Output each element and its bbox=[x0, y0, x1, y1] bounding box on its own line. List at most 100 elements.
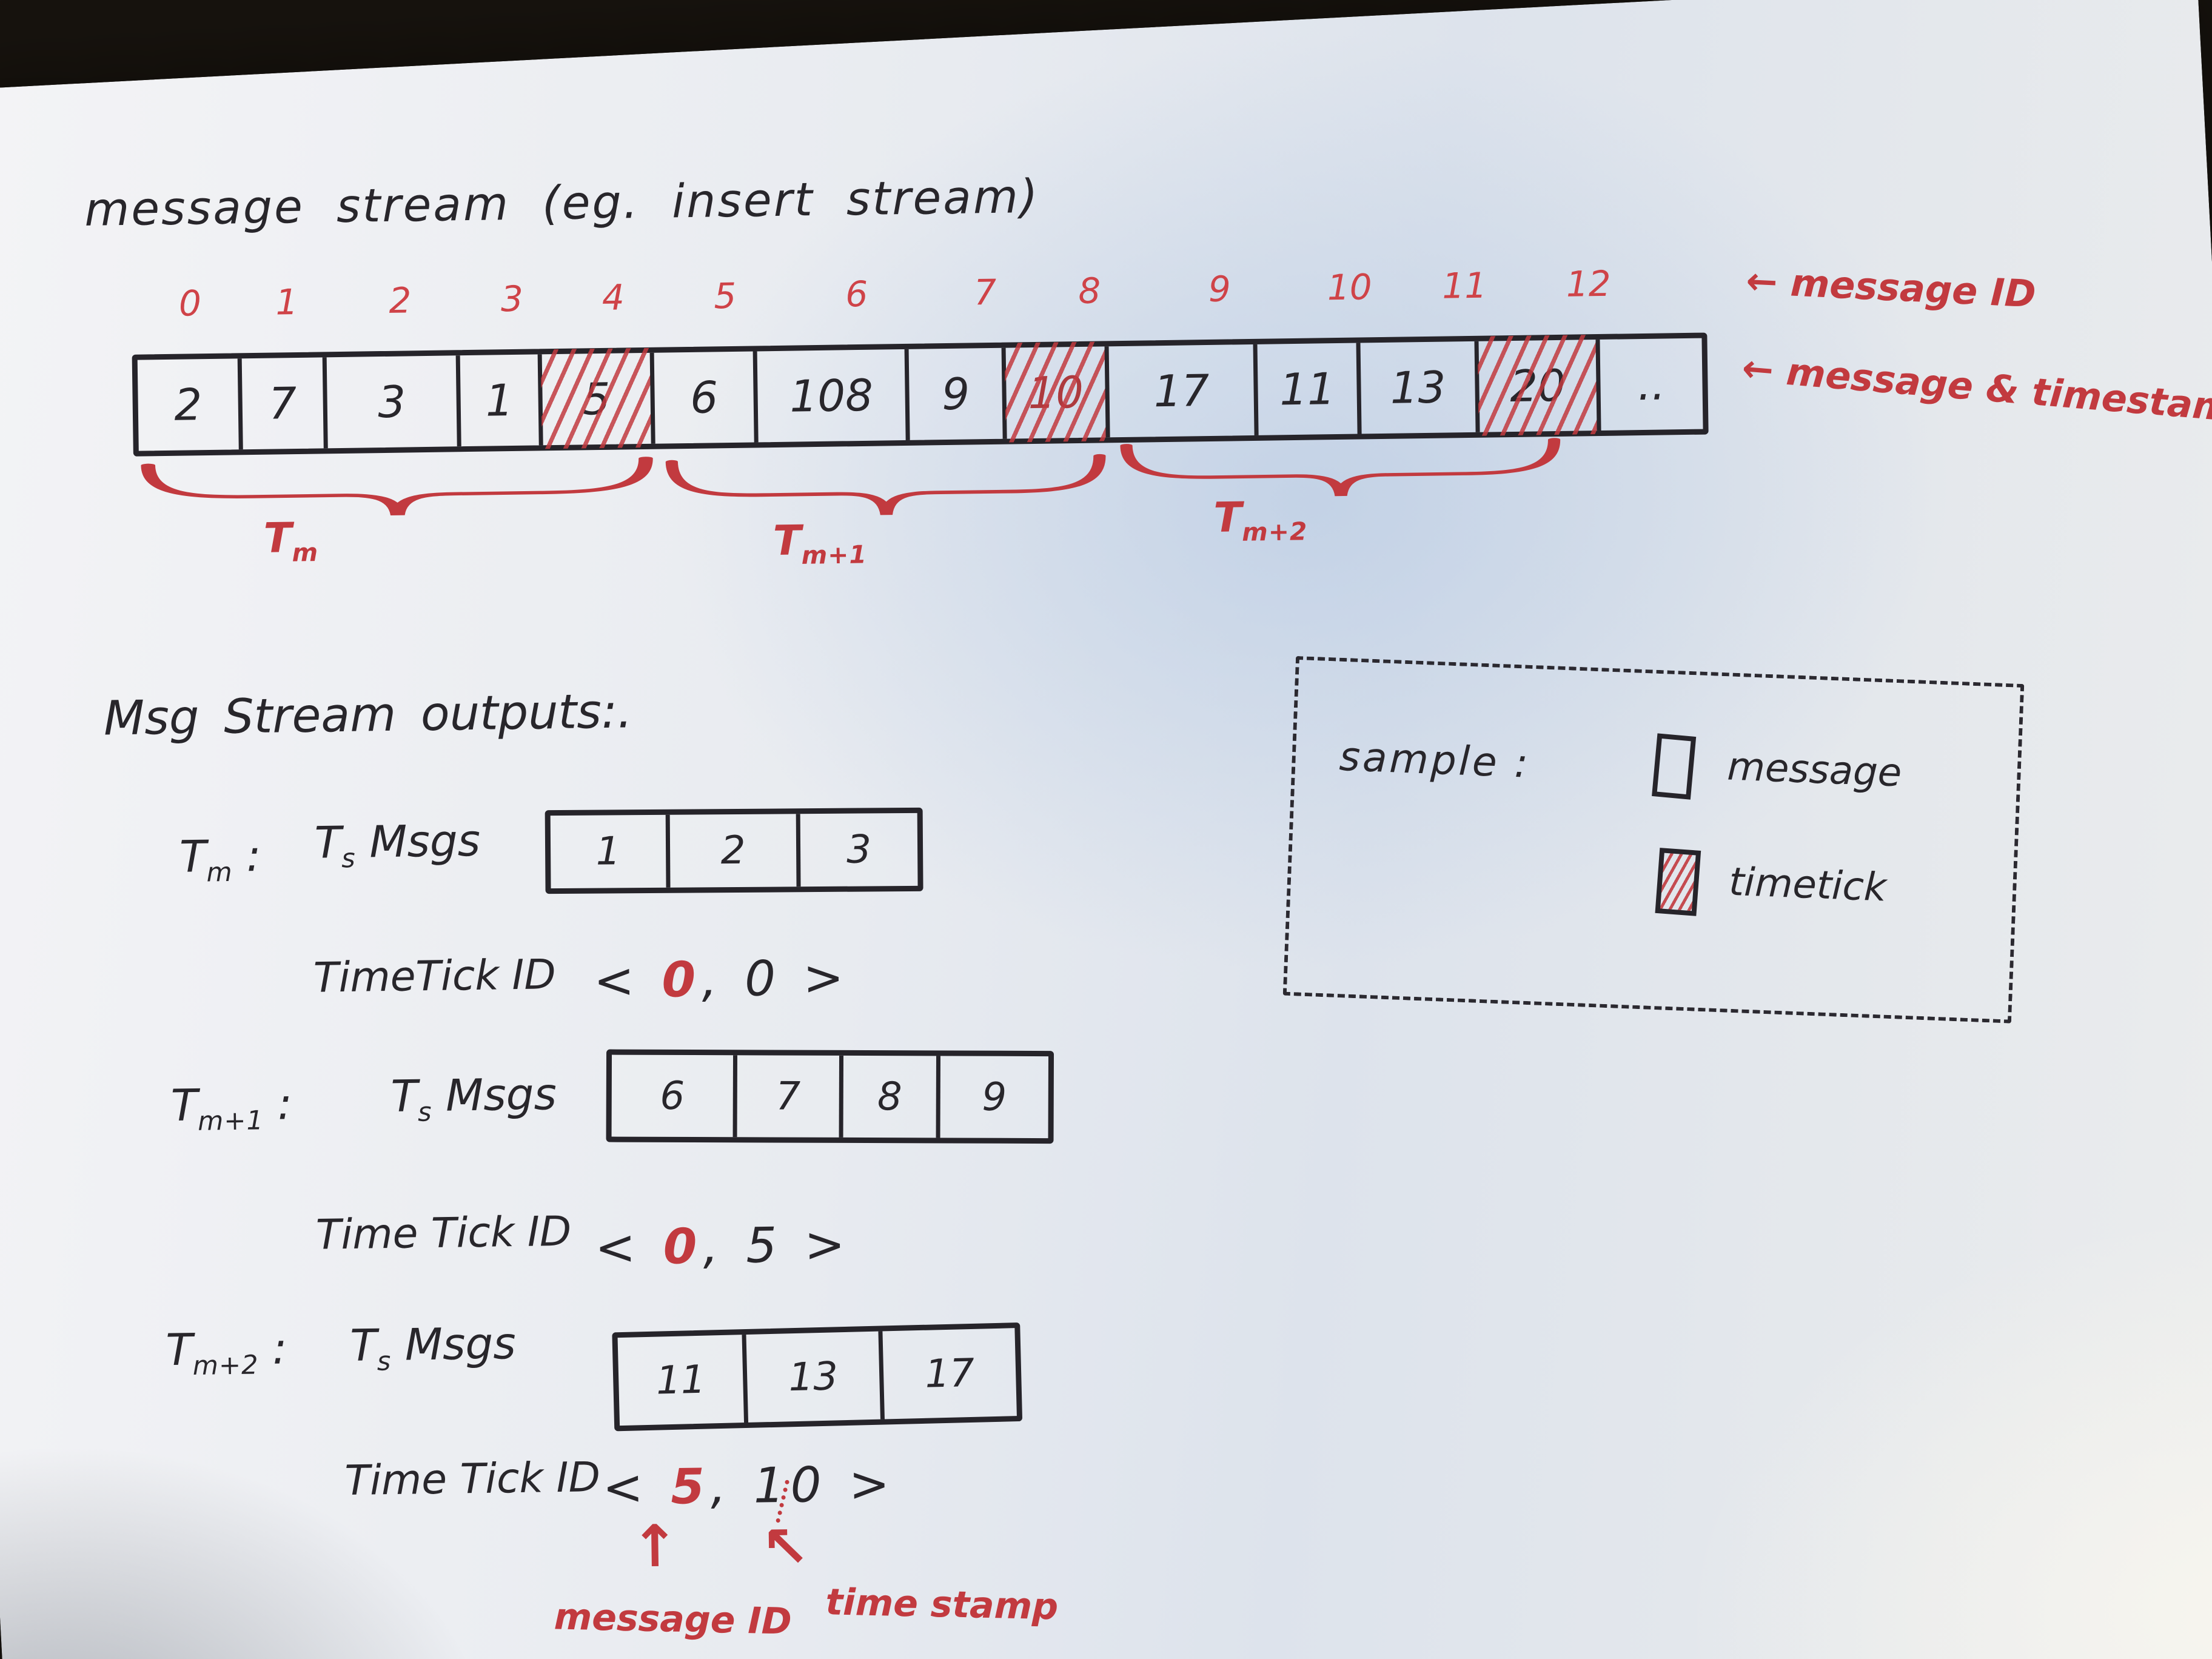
output-cell: 13 bbox=[742, 1331, 880, 1423]
stream-cell: 17 bbox=[1104, 344, 1255, 438]
page-title: message stream (eg. insert stream) bbox=[84, 169, 1041, 236]
stream-cell: 9 bbox=[904, 347, 1003, 440]
tick-first: 0 bbox=[663, 1218, 703, 1275]
tick-second: 5 bbox=[745, 1216, 783, 1274]
output-row-tm2-box: 11 13 17 bbox=[612, 1322, 1023, 1432]
legend-item-message-label: message bbox=[1726, 744, 1903, 796]
msgs-label-base: T bbox=[349, 1319, 377, 1371]
output-row-tm2-msgs-label: Ts Msgs bbox=[350, 1318, 517, 1377]
msgs-label-rest: Msgs bbox=[445, 1068, 557, 1121]
label-timestamp: time stamp bbox=[825, 1581, 1059, 1629]
annotation-message-timestamp: ← message & timestamp bbox=[1740, 345, 2212, 432]
stream-cell-timetick: 5 bbox=[537, 352, 651, 446]
msgs-label-sub: s bbox=[417, 1097, 432, 1128]
msgs-label-base: T bbox=[390, 1070, 418, 1122]
stream-index: 0 bbox=[178, 283, 202, 324]
tick-first: 5 bbox=[670, 1458, 711, 1515]
brace-label-tm: Tm bbox=[263, 514, 318, 568]
output-row-tm2-tick-value: < 5, 10 > bbox=[602, 1455, 896, 1516]
stream-index: 11 bbox=[1441, 264, 1487, 307]
output-row-tm-box: 1 2 3 bbox=[545, 807, 923, 894]
row-label-colon: : bbox=[246, 830, 261, 882]
row-label-sub: m bbox=[206, 857, 233, 888]
tick-second: 0 bbox=[744, 950, 782, 1007]
brace-tm1-icon bbox=[665, 454, 1106, 515]
brace-tm2-icon bbox=[1120, 438, 1561, 497]
row-label-base: T bbox=[179, 831, 207, 882]
output-cell: 8 bbox=[839, 1055, 937, 1138]
output-row-tm-label: Tm : bbox=[179, 830, 262, 888]
output-cell: 3 bbox=[796, 813, 918, 887]
brace-label-tm1: Tm+1 bbox=[773, 516, 867, 571]
brace-label-base: T bbox=[773, 517, 802, 566]
tick-sep: , bbox=[710, 1458, 732, 1515]
msgs-label-sub: s bbox=[377, 1346, 392, 1377]
arrow-up-icon: ↑ bbox=[630, 1513, 680, 1581]
stream-index: 5 bbox=[713, 275, 737, 317]
arrow-up-left-icon: ↖ bbox=[760, 1513, 810, 1581]
brace-label-base: T bbox=[263, 514, 292, 563]
output-row-tm-tick-value: < 0, 0 > bbox=[593, 949, 850, 1009]
stream-cell-ellipsis: .. bbox=[1595, 338, 1703, 431]
msgs-label-sub: s bbox=[341, 843, 357, 874]
stream-index: 4 bbox=[602, 276, 625, 318]
timetick-swatch-icon bbox=[1655, 848, 1701, 916]
msgs-label-base: T bbox=[314, 817, 342, 868]
tick-sep: , bbox=[701, 951, 724, 1008]
tick-second: 10 bbox=[753, 1456, 828, 1514]
legend-item-timetick-label: timetick bbox=[1728, 859, 1888, 911]
tick-close: > bbox=[803, 1216, 852, 1273]
stream-cell: 1 bbox=[455, 354, 539, 447]
output-row-tm2-label: Tm+2 : bbox=[166, 1322, 287, 1381]
output-row-tm2-tick-label: Time Tick ID bbox=[344, 1453, 601, 1506]
stream-index: 2 bbox=[388, 280, 412, 321]
legend-title: sample : bbox=[1338, 732, 1532, 787]
brace-label-sub: m+2 bbox=[1241, 517, 1308, 547]
label-message-id: message ID bbox=[554, 1595, 793, 1643]
stream-cell: 3 bbox=[322, 355, 457, 449]
stream-cell: 2 bbox=[173, 379, 203, 431]
stream-index: 12 bbox=[1566, 263, 1612, 305]
output-cell: 6 bbox=[660, 1073, 685, 1119]
stream-cell: 6 bbox=[649, 351, 754, 444]
stream-cell-timetick: 10 bbox=[1001, 346, 1106, 439]
output-cell: 11 bbox=[655, 1357, 706, 1404]
output-row-tm1-label: Tm+1 : bbox=[170, 1078, 292, 1137]
output-cell: 2 bbox=[665, 814, 797, 888]
stream-index: 9 bbox=[1208, 268, 1232, 310]
tick-first: 0 bbox=[661, 951, 702, 1008]
row-label-colon: : bbox=[276, 1078, 293, 1130]
output-cell: 17 bbox=[878, 1328, 1017, 1419]
outputs-heading: Msg Stream outputs:. bbox=[103, 684, 633, 746]
stream-cell: 108 bbox=[752, 349, 906, 443]
output-row-tm-tick-label: TimeTick ID bbox=[313, 951, 557, 1002]
stream-index: 3 bbox=[500, 278, 524, 320]
stream-index: 7 bbox=[973, 271, 997, 313]
output-cell: 1 bbox=[595, 829, 621, 874]
brace-label-base: T bbox=[1213, 494, 1242, 542]
stream-index: 10 bbox=[1327, 266, 1373, 309]
brace-label-sub: m bbox=[292, 538, 319, 568]
stream-index: 1 bbox=[275, 281, 298, 323]
stream-index-row: 0 1 2 3 4 5 6 7 8 9 10 11 12 bbox=[138, 263, 1652, 325]
row-label-base: T bbox=[165, 1324, 193, 1376]
msgs-label-rest: Msgs bbox=[404, 1318, 517, 1370]
stream-index: 6 bbox=[845, 273, 868, 315]
brace-tm-icon bbox=[141, 457, 653, 515]
output-row-tm1-box: 6 7 8 9 bbox=[606, 1049, 1054, 1144]
tick-close: > bbox=[802, 949, 851, 1007]
brace-label-sub: m+1 bbox=[801, 540, 868, 570]
output-cell: 9 bbox=[936, 1056, 1049, 1139]
row-label-base: T bbox=[170, 1079, 198, 1131]
stream-cell: 7 bbox=[237, 357, 324, 450]
tick-sep: , bbox=[702, 1218, 725, 1275]
tick-open: < bbox=[602, 1459, 650, 1517]
row-label-sub: m+2 bbox=[192, 1350, 259, 1381]
legend-box: sample : message timetick bbox=[1282, 655, 2025, 1024]
output-row-tm1-msgs-label: Ts Msgs bbox=[390, 1068, 557, 1128]
tick-close: > bbox=[848, 1455, 896, 1513]
output-cell: 7 bbox=[732, 1055, 840, 1138]
message-swatch-icon bbox=[1652, 733, 1697, 800]
